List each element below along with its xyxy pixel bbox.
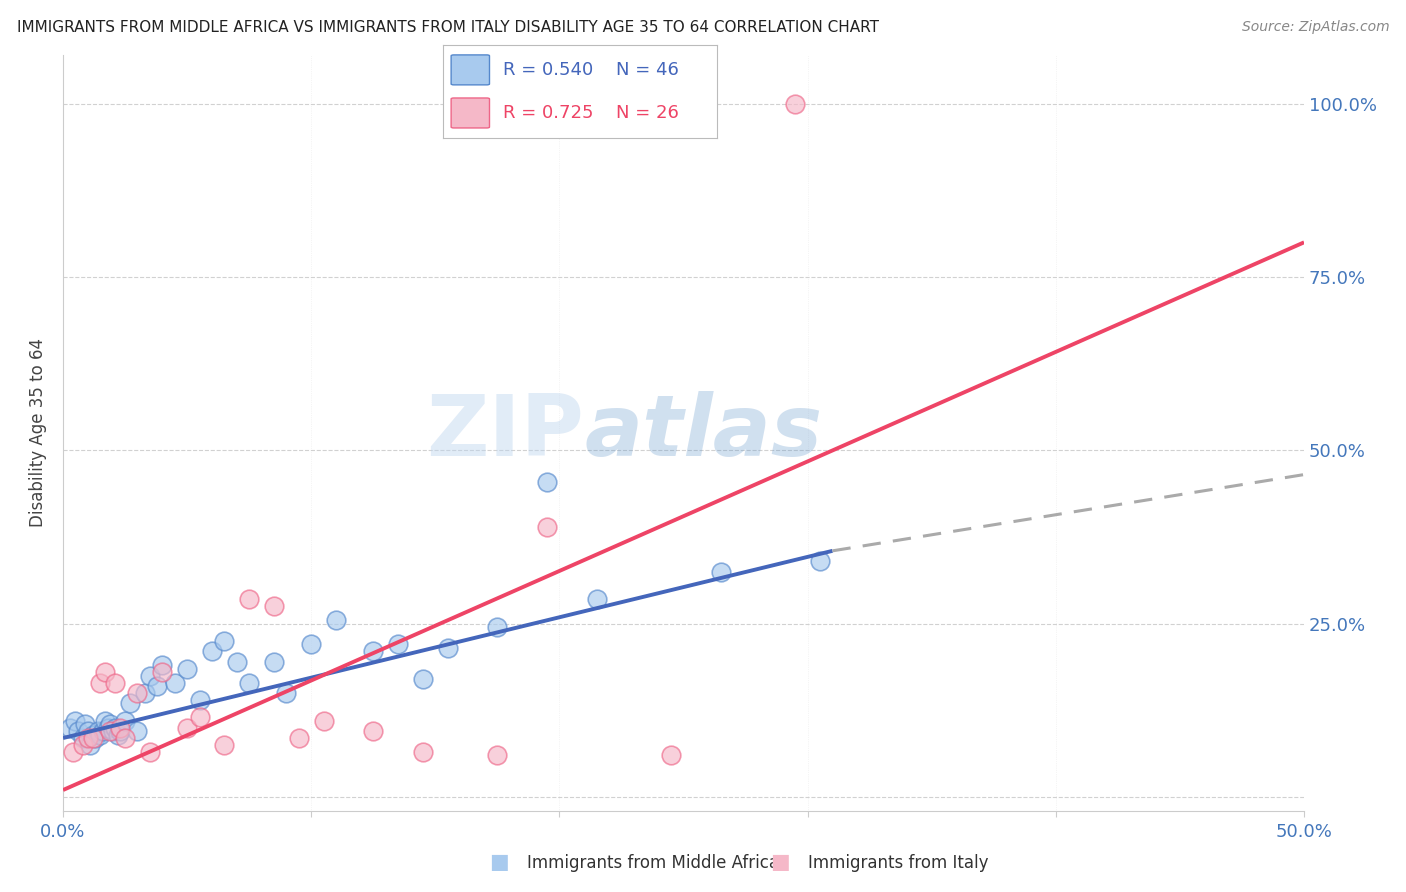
Point <box>98 724 121 739</box>
Point <box>139 668 162 682</box>
Point <box>97 721 120 735</box>
Point <box>104 721 127 735</box>
Point <box>118 697 141 711</box>
Point <box>127 686 149 700</box>
Point <box>325 613 347 627</box>
Point <box>108 724 131 739</box>
Point <box>288 731 311 745</box>
Point <box>150 665 173 680</box>
Point <box>94 665 117 680</box>
Text: ■: ■ <box>770 853 790 872</box>
Point <box>98 717 121 731</box>
Point <box>127 724 149 739</box>
Point <box>238 592 260 607</box>
Text: atlas: atlas <box>585 392 823 475</box>
Text: R = 0.540: R = 0.540 <box>503 61 593 78</box>
Point <box>72 738 94 752</box>
Text: IMMIGRANTS FROM MIDDLE AFRICA VS IMMIGRANTS FROM ITALY DISABILITY AGE 35 TO 64 C: IMMIGRANTS FROM MIDDLE AFRICA VS IMMIGRA… <box>17 20 879 35</box>
Point <box>214 634 236 648</box>
Text: ■: ■ <box>489 853 509 872</box>
Text: Immigrants from Italy: Immigrants from Italy <box>808 855 988 872</box>
Point <box>91 724 114 739</box>
Point <box>146 679 169 693</box>
Point <box>139 745 162 759</box>
Point <box>710 565 733 579</box>
Point <box>201 644 224 658</box>
Point <box>188 710 211 724</box>
Point <box>89 727 111 741</box>
Point <box>188 693 211 707</box>
Point <box>163 675 186 690</box>
Point <box>486 748 509 763</box>
Text: Source: ZipAtlas.com: Source: ZipAtlas.com <box>1241 20 1389 34</box>
Point <box>536 519 558 533</box>
Point <box>263 599 285 614</box>
Point <box>108 721 131 735</box>
Point <box>276 686 298 700</box>
Point <box>238 675 260 690</box>
Point <box>176 721 198 735</box>
Point <box>84 731 107 745</box>
Point <box>214 738 236 752</box>
Point <box>659 748 682 763</box>
Point <box>387 637 409 651</box>
Point <box>107 727 129 741</box>
Point <box>299 637 322 651</box>
Point <box>412 745 434 759</box>
Point <box>585 592 607 607</box>
Point <box>76 724 98 739</box>
FancyBboxPatch shape <box>451 55 489 85</box>
Point <box>94 714 117 728</box>
Point <box>263 655 285 669</box>
Point <box>536 475 558 489</box>
Point <box>66 724 89 739</box>
Point <box>114 731 136 745</box>
Point <box>486 620 509 634</box>
Point <box>82 731 104 745</box>
Point <box>104 675 127 690</box>
Point <box>65 714 87 728</box>
Point <box>79 738 101 752</box>
Point <box>808 554 831 568</box>
Text: ZIP: ZIP <box>426 392 585 475</box>
Point <box>150 658 173 673</box>
Point <box>62 745 84 759</box>
Point <box>87 724 110 739</box>
Point <box>76 731 98 745</box>
Point <box>134 686 156 700</box>
Text: N = 26: N = 26 <box>616 104 679 122</box>
Text: N = 46: N = 46 <box>616 61 679 78</box>
Point <box>412 672 434 686</box>
Point <box>436 640 458 655</box>
Point <box>75 717 97 731</box>
Point <box>312 714 335 728</box>
Point <box>101 724 124 739</box>
Point <box>225 655 247 669</box>
Point <box>59 721 82 735</box>
Point <box>114 714 136 728</box>
Point <box>82 727 104 741</box>
Y-axis label: Disability Age 35 to 64: Disability Age 35 to 64 <box>30 338 46 527</box>
Point <box>176 662 198 676</box>
Point <box>363 644 385 658</box>
Point <box>363 724 385 739</box>
Point <box>785 96 807 111</box>
Point <box>72 731 94 745</box>
FancyBboxPatch shape <box>451 98 489 128</box>
Text: Immigrants from Middle Africa: Immigrants from Middle Africa <box>527 855 779 872</box>
Point <box>89 675 111 690</box>
Text: R = 0.725: R = 0.725 <box>503 104 593 122</box>
